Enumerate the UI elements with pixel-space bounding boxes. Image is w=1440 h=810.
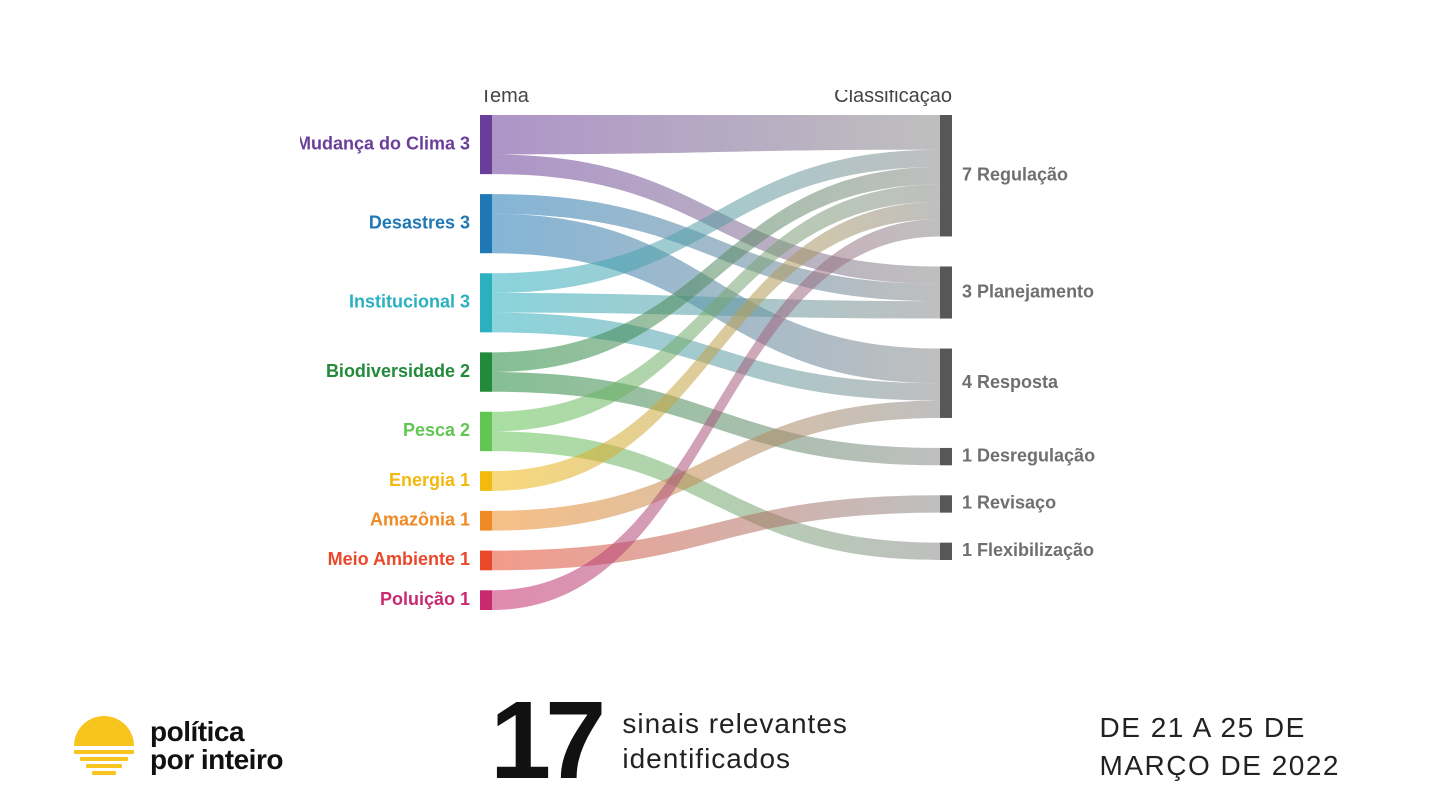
stat-text: sinais relevantes identificados (622, 706, 848, 776)
target-label: 7 Regulação (962, 164, 1068, 184)
links-group (492, 115, 940, 610)
footer: política por inteiro 17 sinais relevante… (0, 665, 1440, 785)
sun-stripes-icon (70, 712, 138, 780)
source-node (480, 471, 492, 491)
target-node (940, 448, 952, 465)
brand-logo: política por inteiro (70, 712, 283, 780)
target-label: 1 Flexibilização (962, 540, 1094, 560)
source-node (480, 412, 492, 451)
source-node (480, 590, 492, 610)
source-node (480, 551, 492, 571)
source-label: Poluição 1 (380, 589, 470, 609)
target-label: 1 Desregulação (962, 445, 1095, 465)
target-label: 1 Revisaço (962, 493, 1056, 513)
date-range: DE 21 A 25 DE MARÇO DE 2022 (1100, 709, 1340, 785)
target-node (940, 495, 952, 512)
source-node (480, 352, 492, 391)
target-label: 3 Planejamento (962, 281, 1094, 301)
target-node (940, 115, 952, 236)
left-column-header: Tema (480, 90, 530, 107)
brand-line-1: política (150, 718, 283, 746)
source-label: Pesca 2 (403, 420, 470, 440)
target-node (940, 349, 952, 418)
right-column-header: Classificação (834, 90, 952, 107)
sankey-link (492, 495, 940, 570)
source-node (480, 115, 492, 174)
source-label: Institucional 3 (349, 292, 470, 312)
brand-line-2: por inteiro (150, 746, 283, 774)
source-label: Biodiversidade 2 (326, 361, 470, 381)
stat-line-1: sinais relevantes (622, 706, 848, 741)
source-node (480, 511, 492, 531)
sankey-svg: Mudança do Clima 3 Desastres 3 Institucion… (300, 90, 1140, 620)
stat-line-2: identificados (622, 741, 848, 776)
source-label: Amazônia 1 (370, 509, 470, 529)
stat-number: 17 (490, 697, 600, 785)
page: Mudança do Clima 3 Desastres 3 Institucion… (0, 0, 1440, 810)
sankey-link (492, 115, 940, 154)
target-node (940, 543, 952, 560)
target-label: 4 Resposta (962, 372, 1059, 392)
source-label: Meio Ambiente 1 (328, 549, 470, 569)
source-label: Energia 1 (389, 470, 470, 490)
date-line-2: MARÇO DE 2022 (1100, 747, 1340, 785)
source-node (480, 194, 492, 253)
source-label: Desastres 3 (369, 212, 470, 232)
sankey-diagram: Mudança do Clima 3 Desastres 3 Institucion… (300, 90, 1140, 625)
source-node (480, 273, 492, 332)
brand-text: política por inteiro (150, 718, 283, 774)
target-node (940, 266, 952, 318)
source-label: Mudança do Clima 3 (300, 133, 470, 153)
date-line-1: DE 21 A 25 DE (1100, 709, 1340, 747)
stat-block: 17 sinais relevantes identificados (490, 697, 848, 785)
